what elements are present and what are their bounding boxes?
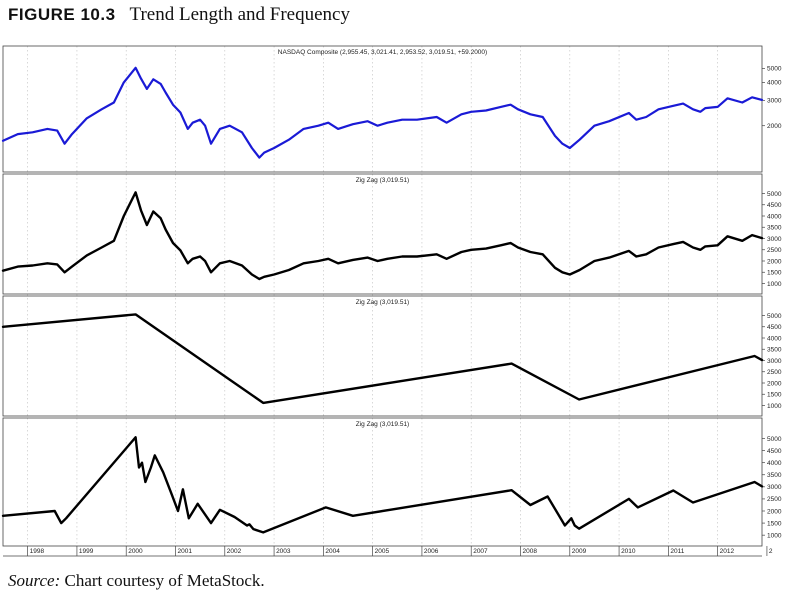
y-tick-label: 5000: [767, 313, 782, 320]
y-tick-label: 4500: [767, 324, 782, 331]
y-tick-label: 2500: [767, 496, 782, 503]
x-tick-label: 2011: [670, 548, 684, 555]
series-line: [1, 66, 764, 159]
y-tick-label: 2500: [767, 247, 782, 254]
x-tick-label: 2000: [128, 548, 143, 555]
figure-title-text: Trend Length and Frequency: [129, 4, 350, 25]
panel-frame: [2, 173, 763, 295]
y-tick-label: 2500: [767, 369, 782, 376]
panel-title: Zig Zag (3,019.51): [356, 299, 409, 306]
panel-2: 5000 4500 4000 3500 3000 2500 2000 1500 1000 Zig …: [1, 173, 782, 295]
y-tick-label: 5000: [767, 436, 782, 443]
y-tick-label: 1500: [767, 392, 782, 399]
y-tick-label: 4500: [767, 202, 782, 209]
x-tick-label: 1999: [79, 548, 94, 555]
x-tick-label: 2003: [276, 548, 291, 555]
x-tick-label: 2: [769, 548, 773, 555]
y-tick-label: 1000: [767, 532, 782, 539]
x-axis: 1998 1999 2000 2001 2002 2003 2004 2005 2006 2007…: [3, 546, 773, 557]
x-tick-label: 1998: [30, 548, 45, 555]
y-tick-label: 3500: [767, 472, 782, 479]
x-tick-label: 2004: [325, 548, 340, 555]
figure-title: FIGURE 10.3 Trend Length and Frequency: [8, 4, 350, 26]
grid-lines: [27, 46, 718, 546]
panel-title: Zig Zag (3,019.51): [356, 177, 409, 184]
panel-frame: [2, 295, 763, 417]
y-tick-label: 2000: [767, 508, 782, 515]
y-tick-label: 1000: [767, 403, 782, 410]
y-tick-label: 1500: [767, 270, 782, 277]
x-tick-label: 2008: [523, 548, 538, 555]
source-label: Source:: [8, 571, 61, 590]
y-tick-label: 5000: [767, 191, 782, 198]
panel-4: 5000 4500 4000 3500 3000 2500 2000 1500 1000 Zig …: [1, 417, 782, 547]
y-tick-label: 3000: [767, 236, 782, 243]
y-tick-label: 2000: [767, 380, 782, 387]
series-line: [1, 313, 764, 405]
x-tick-label: 2010: [621, 548, 636, 555]
x-tick-label: 2006: [424, 548, 439, 555]
series-line: [1, 436, 764, 534]
y-tick-label: 1000: [767, 281, 782, 288]
y-tick-label: 3000: [767, 358, 782, 365]
panel-3: 5000 4500 4000 3500 3000 2500 2000 1500 1000 Zig …: [1, 295, 782, 417]
y-tick-label: 2000: [767, 123, 782, 130]
y-tick-label: 1500: [767, 520, 782, 527]
panel-1: 5000 4000 3000 2000 NASDAQ Composite (2,955.…: [1, 45, 782, 173]
y-tick-label: 3000: [767, 484, 782, 491]
x-tick-label: 2012: [720, 548, 735, 555]
y-tick-label: 3000: [767, 98, 782, 105]
chart: 5000 4000 3000 2000 NASDAQ Composite (2,955.…: [1, 45, 782, 557]
x-tick-label: 2009: [572, 548, 587, 555]
source-text: Chart courtesy of MetaStock.: [64, 571, 265, 590]
figure-number: FIGURE 10.3: [8, 5, 116, 24]
y-tick-label: 3500: [767, 347, 782, 354]
y-tick-label: 4000: [767, 80, 782, 87]
y-tick-label: 4500: [767, 448, 782, 455]
x-tick-label: 2002: [227, 548, 242, 555]
y-tick-label: 4000: [767, 213, 782, 220]
panel-title: Zig Zag (3,019.51): [356, 421, 409, 428]
y-tick-label: 3500: [767, 225, 782, 232]
panel-frame: [2, 45, 763, 173]
y-tick-label: 5000: [767, 66, 782, 73]
panel-title: NASDAQ Composite (2,955.45, 3,021.41, 2,…: [278, 49, 487, 56]
panel-frame: [2, 417, 763, 547]
series-line: [1, 191, 764, 281]
y-tick-label: 2000: [767, 258, 782, 265]
x-tick-label: 2007: [473, 548, 488, 555]
x-tick-label: 2005: [375, 548, 390, 555]
y-tick-label: 4000: [767, 460, 782, 467]
source-note: Source: Chart courtesy of MetaStock.: [8, 571, 265, 591]
x-tick-label: 2001: [178, 548, 193, 555]
y-tick-label: 4000: [767, 335, 782, 342]
